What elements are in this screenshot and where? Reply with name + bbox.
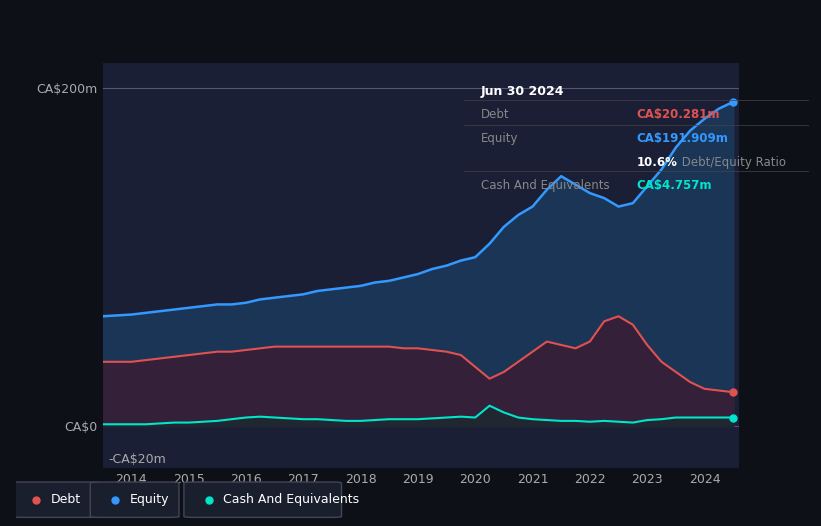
FancyBboxPatch shape bbox=[11, 482, 100, 518]
Text: Debt/Equity Ratio: Debt/Equity Ratio bbox=[677, 156, 786, 169]
Text: CA$4.757m: CA$4.757m bbox=[636, 179, 712, 192]
Text: Cash And Equivalents: Cash And Equivalents bbox=[223, 493, 360, 506]
FancyBboxPatch shape bbox=[90, 482, 179, 518]
Text: Debt: Debt bbox=[51, 493, 81, 506]
Text: Debt: Debt bbox=[481, 108, 510, 121]
Text: CA$191.909m: CA$191.909m bbox=[636, 132, 728, 145]
Text: 10.6%: 10.6% bbox=[636, 156, 677, 169]
Text: Equity: Equity bbox=[130, 493, 169, 506]
Text: Equity: Equity bbox=[481, 132, 519, 145]
FancyBboxPatch shape bbox=[184, 482, 342, 518]
Text: Jun 30 2024: Jun 30 2024 bbox=[481, 85, 565, 98]
Text: Cash And Equivalents: Cash And Equivalents bbox=[481, 179, 610, 192]
Text: CA$20.281m: CA$20.281m bbox=[636, 108, 720, 121]
Text: -CA$20m: -CA$20m bbox=[108, 453, 166, 466]
